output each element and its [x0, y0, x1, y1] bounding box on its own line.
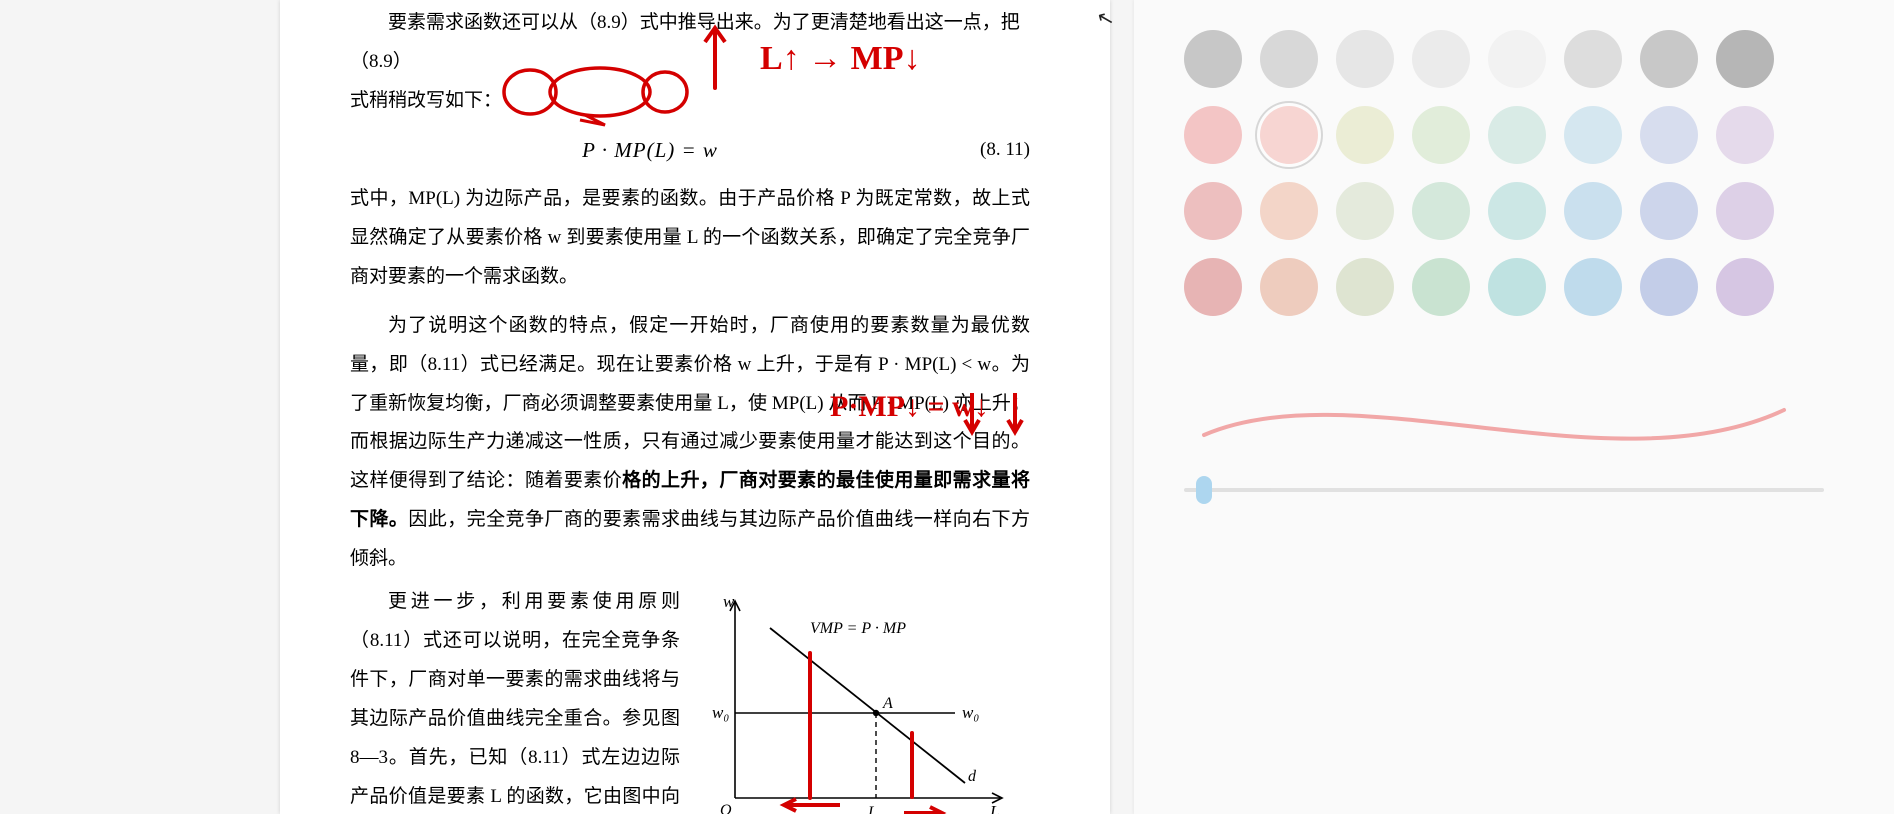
color-palette-panel [1134, 0, 1894, 814]
para-4: 更进一步，利用要素使用原则（8.11）式还可以说明，在完全竞争条件下，厂商对单一… [350, 579, 680, 814]
equation-8-11: P · MP(L) = w (8. 11) [350, 129, 1030, 172]
brush-size-slider[interactable] [1184, 470, 1824, 510]
color-swatch[interactable] [1564, 258, 1622, 316]
fig-label-d: d [968, 768, 977, 785]
color-swatch[interactable] [1640, 182, 1698, 240]
fig-label-vmp: VMP = P · MP [810, 620, 906, 637]
color-swatch[interactable] [1488, 30, 1546, 88]
fig-label-w0l: w₀ [712, 703, 729, 722]
fig-label-w0r: w₀ [962, 703, 979, 722]
color-swatch[interactable] [1412, 258, 1470, 316]
color-swatch[interactable] [1716, 258, 1774, 316]
color-swatch[interactable] [1336, 30, 1394, 88]
color-swatch[interactable] [1640, 30, 1698, 88]
color-swatch[interactable] [1488, 106, 1546, 164]
color-swatch[interactable] [1336, 182, 1394, 240]
equation-left: P · MP(L) = w [350, 129, 950, 172]
document-page: 要素需求函数还可以从（8.9）式中推导出来。为了更清楚地看出这一点，把（8.9）… [280, 0, 1110, 814]
fig-label-A: A [882, 695, 893, 712]
color-swatch[interactable] [1412, 182, 1470, 240]
fig-label-O: O [720, 802, 732, 814]
figure-8-3-container: w VMP = P · MP w₀ w₀ A d O L₀ L [690, 579, 1030, 814]
color-swatch[interactable] [1184, 182, 1242, 240]
fig-label-L0: L₀ [867, 804, 882, 814]
para-3a: 为了说明这个函数的特点，假定一开始时，厂商使用的要素数量为最优数量，即（8.11… [350, 315, 1030, 492]
two-column-section: 更进一步，利用要素使用原则（8.11）式还可以说明，在完全竞争条件下，厂商对单一… [350, 579, 1030, 814]
color-swatch[interactable] [1260, 106, 1318, 164]
color-swatch[interactable] [1412, 30, 1470, 88]
para-3: 为了说明这个函数的特点，假定一开始时，厂商使用的要素数量为最优数量，即（8.11… [350, 303, 1030, 580]
color-swatch[interactable] [1564, 106, 1622, 164]
color-swatch[interactable] [1336, 258, 1394, 316]
color-swatch[interactable] [1716, 106, 1774, 164]
color-swatch[interactable] [1488, 258, 1546, 316]
color-swatch[interactable] [1184, 258, 1242, 316]
color-swatch[interactable] [1564, 30, 1622, 88]
fig-label-w: w [723, 592, 735, 611]
color-swatch[interactable] [1564, 182, 1622, 240]
color-swatch[interactable] [1412, 106, 1470, 164]
color-swatch[interactable] [1336, 106, 1394, 164]
para-1a: 要素需求函数还可以从（8.9）式中推导出来。为了更清楚地看出这一点，把（8.9） [350, 0, 1030, 82]
figure-8-3: w VMP = P · MP w₀ w₀ A d O L₀ L [690, 583, 1020, 814]
fig-label-L: L [989, 802, 999, 814]
color-swatch[interactable] [1260, 30, 1318, 88]
para-2: 式中，MP(L) 为边际产品，是要素的函数。由于产品价格 P 为既定常数，故上式… [350, 180, 1030, 297]
para-3c: 因此，完全竞争厂商的要素需求曲线与其边际产品价值曲线一样向右下方倾斜。 [350, 509, 1030, 569]
equation-number: (8. 11) [950, 131, 1030, 170]
slider-knob[interactable] [1196, 476, 1212, 504]
para-1b: 式稍稍改写如下： [350, 82, 1030, 121]
app-root: 要素需求函数还可以从（8.9）式中推导出来。为了更清楚地看出这一点，把（8.9）… [0, 0, 1894, 814]
color-swatch[interactable] [1640, 258, 1698, 316]
color-swatch[interactable] [1260, 182, 1318, 240]
color-swatch-grid [1184, 30, 1824, 316]
color-swatch[interactable] [1640, 106, 1698, 164]
color-swatch[interactable] [1260, 258, 1318, 316]
color-swatch[interactable] [1716, 182, 1774, 240]
color-swatch[interactable] [1716, 30, 1774, 88]
brush-preview-stroke [1194, 380, 1794, 460]
color-swatch[interactable] [1184, 30, 1242, 88]
color-swatch[interactable] [1184, 106, 1242, 164]
color-swatch[interactable] [1488, 182, 1546, 240]
slider-track [1184, 488, 1824, 492]
